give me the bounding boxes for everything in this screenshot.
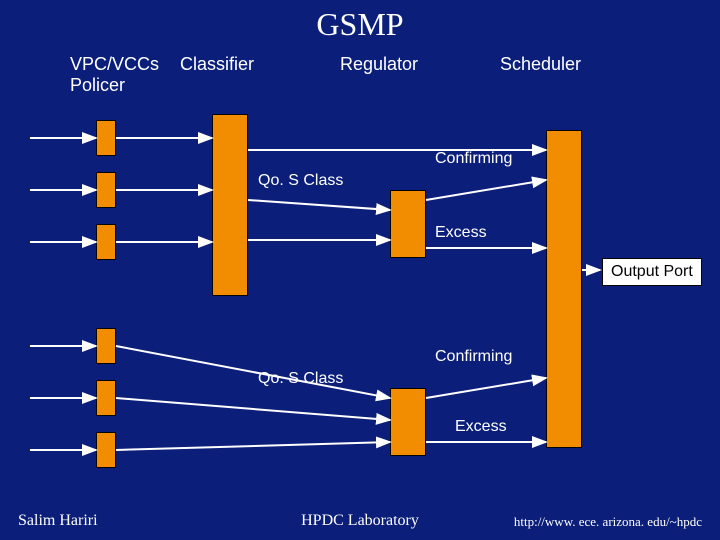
regulator-block-top (390, 190, 426, 258)
col-label-regulator: Regulator (340, 54, 418, 75)
scheduler-block (546, 130, 582, 448)
policer-block (96, 432, 116, 468)
slide-title: GSMP (0, 6, 720, 43)
qos-label: Qo. S Class (258, 370, 343, 388)
qos-label: Qo. S Class (258, 172, 343, 190)
policer-block (96, 172, 116, 208)
output-port-box: Output Port (602, 258, 702, 286)
policer-block (96, 120, 116, 156)
excess-label: Excess (455, 418, 507, 436)
col-label-classifier: Classifier (180, 54, 254, 75)
confirming-label: Confirming (435, 348, 512, 366)
policer-block (96, 380, 116, 416)
regulator-block-bottom (390, 388, 426, 456)
policer-block (96, 224, 116, 260)
footer-author: Salim Hariri (18, 512, 98, 530)
policer-block (96, 328, 116, 364)
footer-url: http://www. ece. arizona. edu/~hpdc (514, 514, 702, 530)
col-label-vpc: VPC/VCCs Policer (70, 54, 159, 96)
classifier-block (212, 114, 248, 296)
footer: Salim Hariri HPDC Laboratory http://www.… (0, 512, 720, 530)
footer-lab: HPDC Laboratory (301, 512, 419, 530)
excess-label: Excess (435, 224, 487, 242)
confirming-label: Confirming (435, 150, 512, 168)
col-label-scheduler: Scheduler (500, 54, 581, 75)
